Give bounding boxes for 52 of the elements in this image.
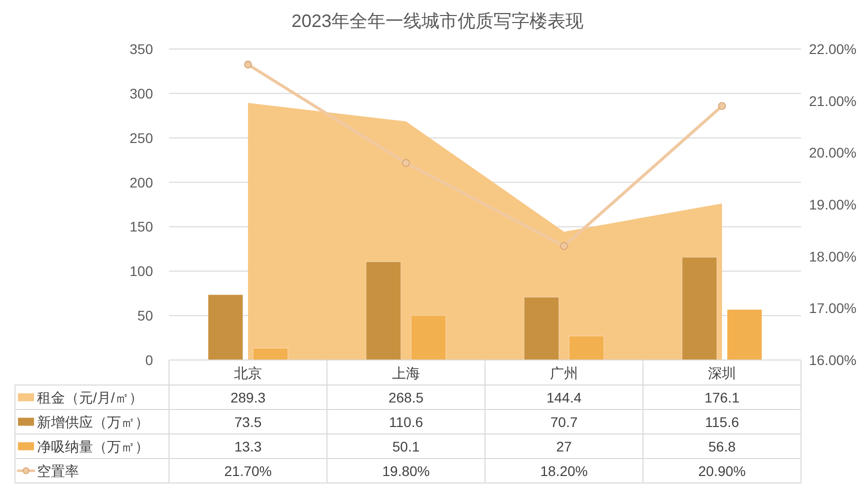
y-tick-label: 300 [130,85,154,102]
point [244,60,252,68]
bar [252,348,288,360]
chart-title: 2023年全年一线城市优质写字楼表现 [291,11,584,31]
y2-tick-label: 20.00% [809,144,856,161]
y2-tick-label: 21.00% [809,92,856,109]
y2-tick-label: 19.00% [809,196,856,212]
bar [366,261,402,360]
point [402,159,410,167]
y-tick-label: 150 [130,218,154,235]
data-label: 27 [556,438,572,454]
y2-tick-label: 16.00% [809,352,856,368]
y-tick-label: 350 [130,41,154,57]
data-label: 176.1 [704,389,740,406]
y-tick-label: 200 [130,174,154,190]
legend-label: 租金（元/月/㎡） [37,389,143,406]
y-tick-label: 50 [137,308,154,324]
legend-label: 新增供应（万㎡） [37,414,149,430]
data-label: 70.7 [550,414,578,430]
data-label: 268.5 [388,389,424,406]
y2-tick-label: 22.00% [809,41,856,57]
bar [568,336,604,360]
data-label: 56.8 [708,438,736,454]
data-label: 144.4 [546,389,582,406]
legend-label: 净吸纳量（万㎡） [37,438,149,454]
y2-tick-label: 17.00% [809,300,856,316]
data-label: 18.20% [540,462,588,479]
data-label: 115.6 [705,414,740,430]
data-label: 50.1 [392,438,420,454]
x-tick-label: 上海 [392,365,420,381]
y2-tick-label: 18.00% [809,248,856,264]
x-tick-label: 深圳 [708,365,736,381]
data-label: 20.90% [698,462,746,479]
data-label: 13.3 [234,438,262,454]
x-tick-label: 北京 [234,365,262,381]
data-label: 289.3 [230,389,266,406]
data-label: 21.70% [224,462,272,479]
bar [208,294,244,360]
bar [524,296,560,360]
y-tick-label: 250 [130,130,154,146]
point [718,102,726,110]
bar [726,309,762,360]
bar [410,315,446,360]
x-tick-label: 广州 [550,365,578,381]
legend-label: 空置率 [37,462,79,479]
point [560,242,568,250]
data-label: 110.6 [389,414,424,430]
data-label: 73.5 [234,414,262,430]
y-tick-label: 100 [130,263,154,280]
y-tick-label: 0 [145,352,154,368]
bar [682,257,718,360]
data-label: 19.80% [382,462,430,479]
